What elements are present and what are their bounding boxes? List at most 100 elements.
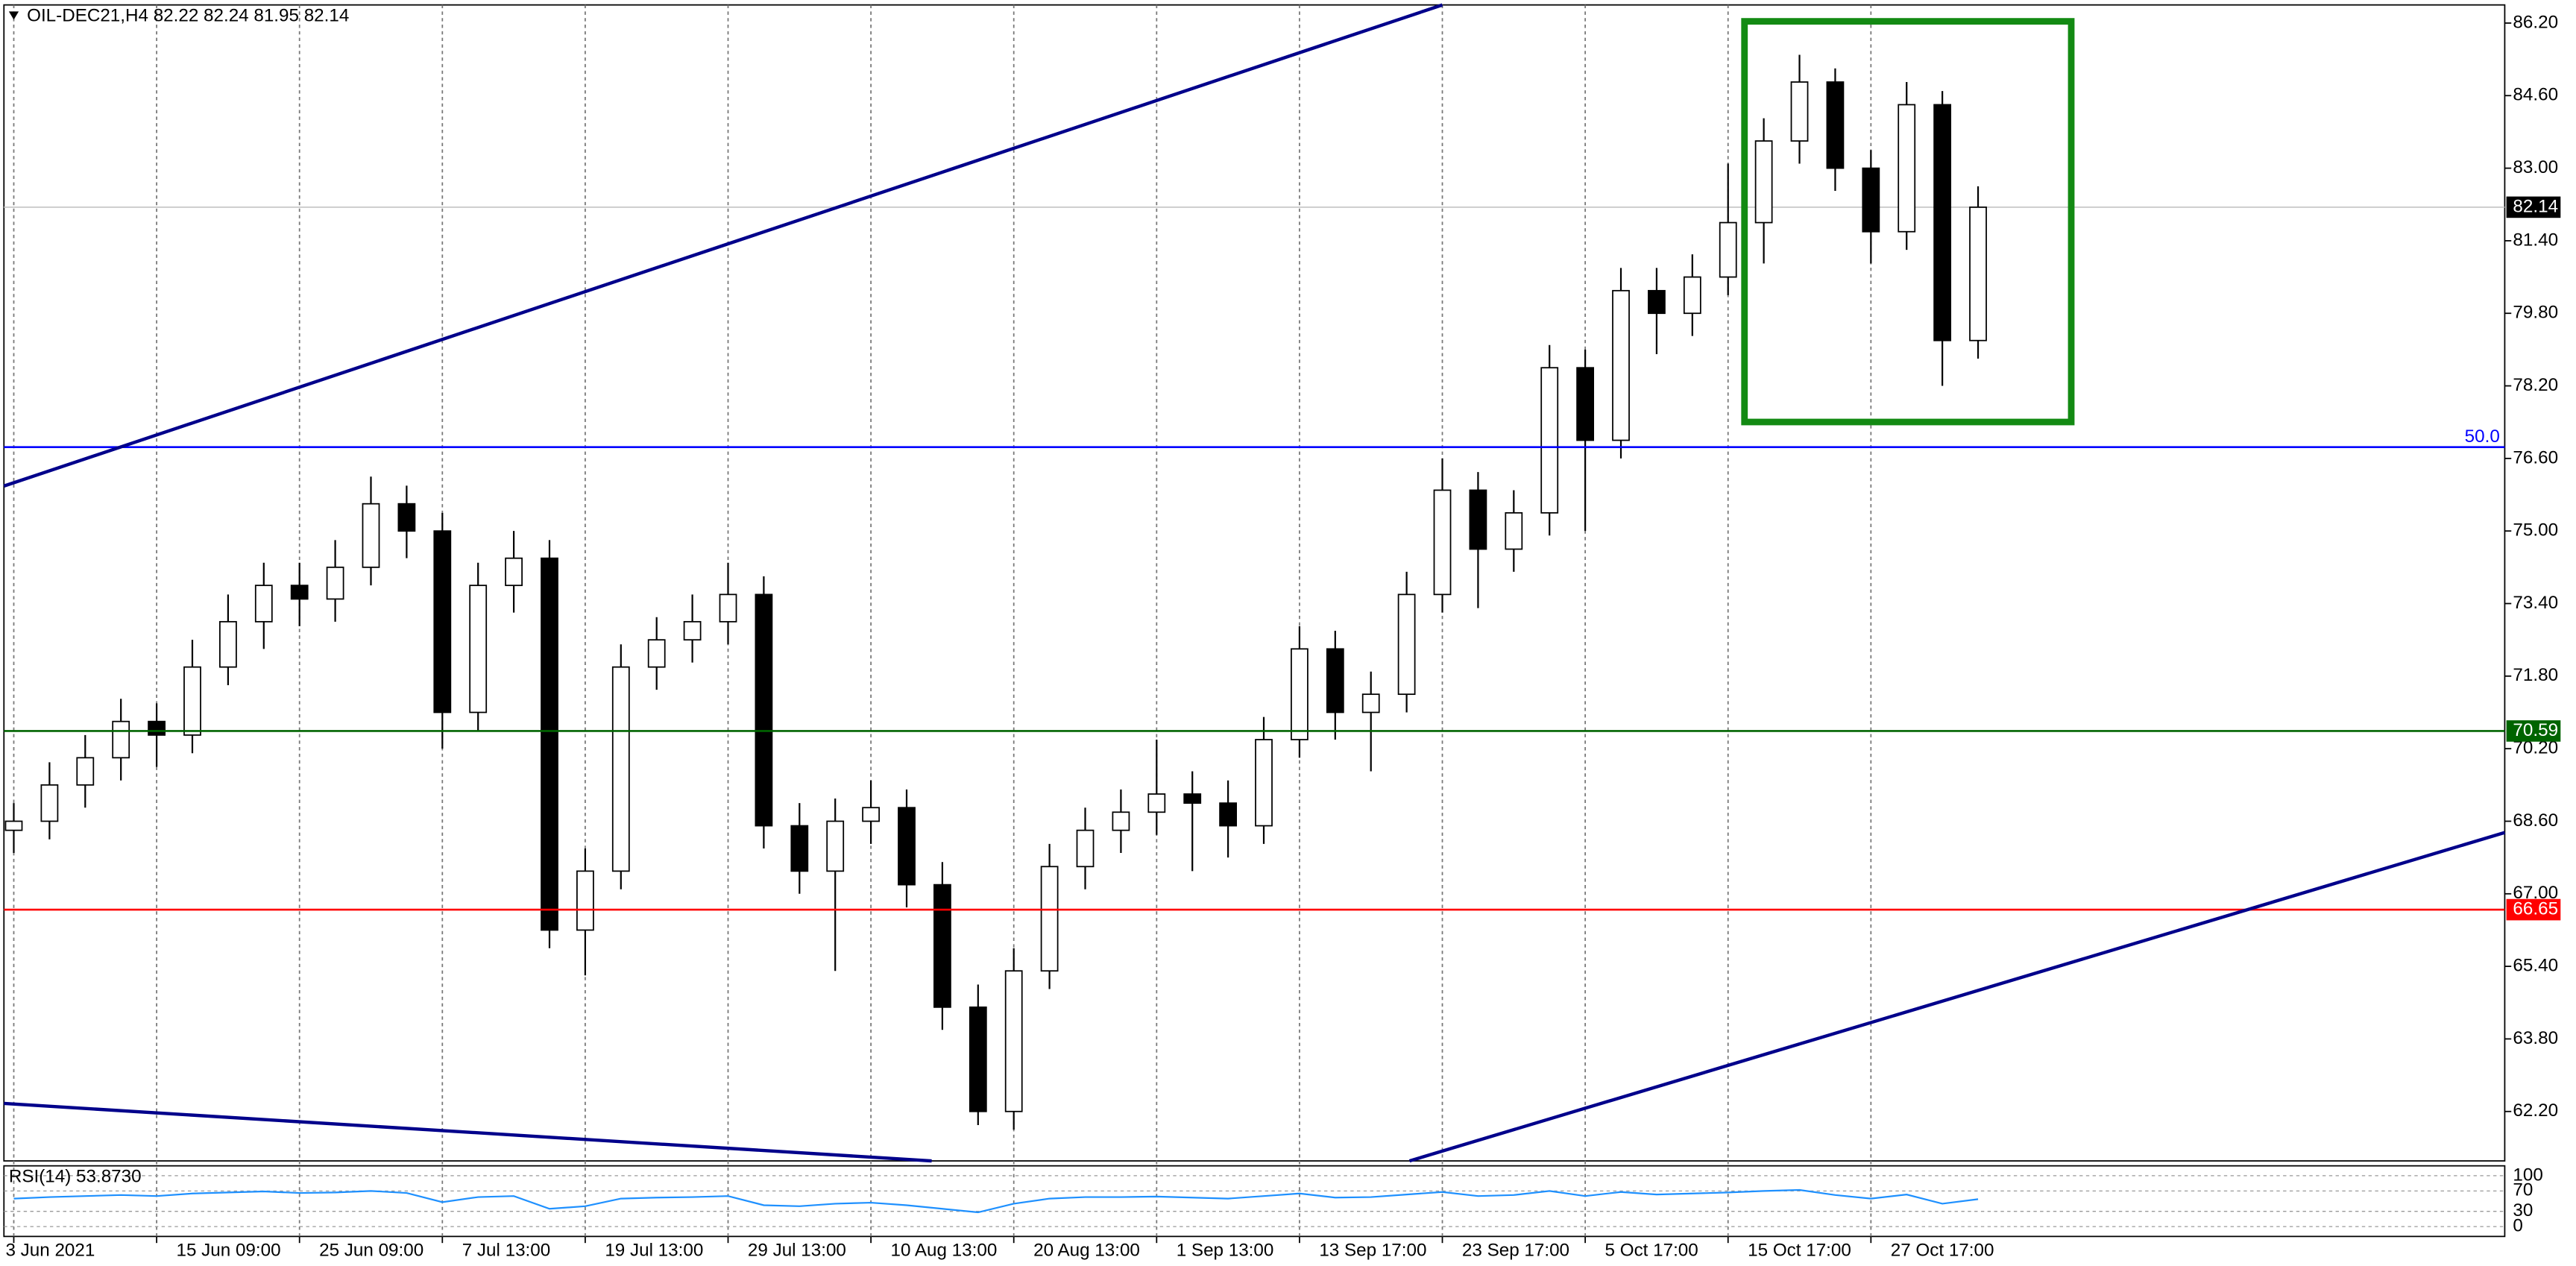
last-price-label: 82.14 — [2513, 196, 2558, 216]
level-tag-label: 70.59 — [2513, 720, 2558, 740]
x-tick-label: 1 Sep 13:00 — [1177, 1241, 1274, 1261]
y-tick-label: 65.40 — [2513, 955, 2558, 975]
y-tick-label: 71.80 — [2513, 665, 2558, 685]
marks — [4, 54, 2505, 1214]
candle-body — [1183, 793, 1202, 804]
candle-body — [1433, 489, 1452, 596]
rsi-panel-frame — [3, 1165, 2506, 1238]
y-tick-label: 76.60 — [2513, 447, 2558, 467]
x-tick-label: 15 Oct 17:00 — [1748, 1241, 1851, 1261]
trend-line — [3, 3, 1443, 488]
rsi-tick-label: 70 — [2513, 1180, 2533, 1200]
candle-body — [1790, 81, 1809, 142]
candle-body — [1576, 367, 1595, 441]
candle-body — [1255, 739, 1273, 827]
y-tick-label: 79.80 — [2513, 303, 2558, 323]
x-tick-label: 3 Jun 2021 — [5, 1241, 95, 1261]
x-tick-label: 7 Jul 13:00 — [462, 1241, 551, 1261]
y-tick-label: 83.00 — [2513, 157, 2558, 177]
last-price-tag — [2506, 196, 2561, 218]
candle-body — [898, 807, 916, 886]
candle-body — [755, 593, 773, 827]
candle-body — [933, 884, 951, 1008]
candle-body — [719, 593, 737, 623]
candle-body — [76, 757, 95, 786]
candle-body — [1004, 970, 1023, 1112]
level-tag — [2506, 720, 2561, 742]
rsi-label: RSI(14) 53.8730 — [9, 1166, 142, 1186]
x-tick-label: 10 Aug 13:00 — [891, 1241, 998, 1261]
candle-body — [1326, 648, 1344, 714]
candle-body — [40, 784, 59, 822]
candle-body — [1898, 104, 1916, 233]
candle-body — [326, 566, 344, 600]
y-tick-label: 62.20 — [2513, 1100, 2558, 1121]
collapse-icon — [8, 11, 19, 20]
candle-body — [541, 557, 558, 931]
candle-body — [826, 820, 845, 872]
candle-body — [254, 585, 273, 623]
level-label: 50.0 — [2465, 426, 2500, 447]
candle-body — [1291, 648, 1309, 740]
candle-body — [505, 557, 523, 587]
x-tick-label: 15 Jun 09:00 — [177, 1241, 281, 1261]
candle-body — [1540, 367, 1559, 514]
candle-body — [1862, 167, 1880, 233]
candle-body — [1505, 511, 1523, 550]
candle-body — [1219, 802, 1238, 827]
x-tick-label: 20 Aug 13:00 — [1033, 1241, 1140, 1261]
candle-body — [362, 503, 380, 568]
trend-line — [4, 1101, 932, 1163]
x-tick-label: 23 Sep 17:00 — [1462, 1241, 1569, 1261]
x-tick-label: 19 Jul 13:00 — [605, 1241, 703, 1261]
x-tick-label: 29 Jul 13:00 — [748, 1241, 846, 1261]
candle-body — [1076, 829, 1095, 868]
x-tick-label: 25 Jun 09:00 — [319, 1241, 423, 1261]
candle-body — [469, 585, 488, 714]
level-tag — [2506, 898, 2561, 921]
candle-body — [790, 825, 809, 872]
candle-body — [433, 530, 452, 714]
y-tick-label: 84.60 — [2513, 85, 2558, 105]
y-tick-label: 81.40 — [2513, 230, 2558, 250]
rsi-tick-label: 0 — [2513, 1216, 2522, 1236]
chart-title: OIL-DEC21,H4 82.22 82.24 81.95 82.14 — [27, 5, 349, 25]
y-tick-label: 63.80 — [2513, 1028, 2558, 1048]
candle-body — [1040, 866, 1059, 972]
x-tick-label: 27 Oct 17:00 — [1891, 1241, 1994, 1261]
candle-body — [1397, 593, 1416, 696]
rsi-tick-label: 30 — [2513, 1200, 2533, 1221]
candle-body — [1612, 289, 1630, 441]
y-tick-label: 68.60 — [2513, 810, 2558, 831]
candle-body — [4, 820, 23, 831]
rsi-line — [13, 1188, 1979, 1214]
candle-body — [1469, 489, 1487, 550]
candle-body — [1826, 81, 1845, 169]
candle-body — [1754, 140, 1773, 224]
y-tick-label: 78.20 — [2513, 375, 2558, 395]
candle-body — [683, 620, 702, 641]
candle-body — [969, 1006, 987, 1112]
candle-body — [397, 503, 416, 532]
candle-body — [290, 585, 309, 600]
candle-body — [576, 870, 594, 931]
x-tick-label: 5 Oct 17:00 — [1605, 1241, 1698, 1261]
candle-body — [112, 720, 130, 759]
y-tick-label: 75.00 — [2513, 520, 2558, 541]
candle-body — [611, 666, 630, 872]
trend-line — [1408, 831, 2506, 1163]
highlight-box — [1741, 18, 2075, 426]
candle-body — [219, 620, 237, 668]
candle-body — [148, 720, 166, 736]
level-tag-label: 66.65 — [2513, 898, 2558, 919]
rsi-tick-label: 100 — [2513, 1165, 2542, 1185]
candle-body — [1683, 276, 1701, 315]
candle-body — [1648, 289, 1666, 315]
candle-body — [1361, 693, 1380, 714]
candle-body — [183, 666, 201, 736]
candle-body — [1147, 793, 1166, 813]
candle-body — [1933, 104, 1952, 341]
